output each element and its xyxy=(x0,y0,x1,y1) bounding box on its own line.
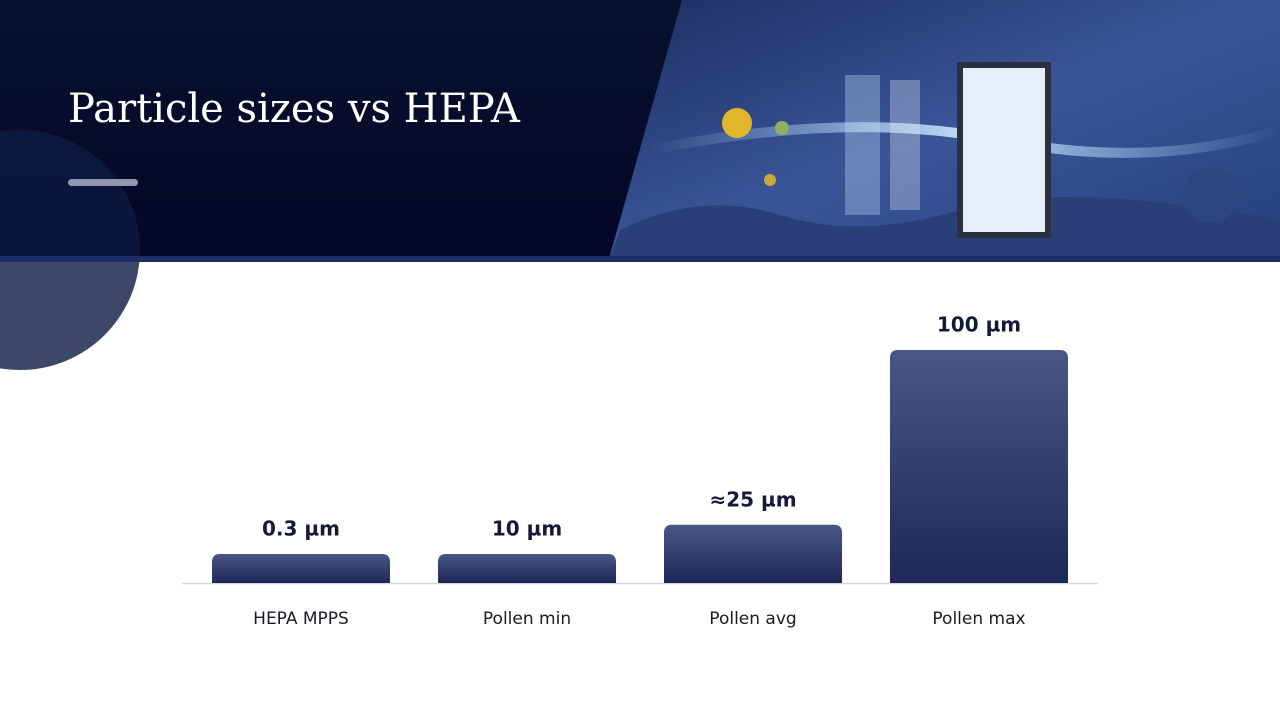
value-label: 100 µm xyxy=(937,313,1021,337)
filter-layer xyxy=(890,80,920,210)
bar xyxy=(212,554,390,583)
bar xyxy=(664,524,842,583)
hepa-filter xyxy=(957,62,1051,238)
header: Particle sizes vs HEPA xyxy=(0,0,1280,370)
value-label: 10 µm xyxy=(492,517,562,541)
title-underline xyxy=(68,179,138,186)
pollen xyxy=(722,108,752,138)
value-label: 0.3 µm xyxy=(262,517,340,541)
hills xyxy=(608,197,1280,262)
bar xyxy=(890,350,1068,583)
pollen xyxy=(764,174,776,186)
x-tick-label: Pollen min xyxy=(483,609,571,629)
pollen xyxy=(775,121,789,135)
decor-circle xyxy=(0,130,140,370)
x-tick-label: Pollen avg xyxy=(709,609,796,629)
bar xyxy=(438,554,616,583)
x-tick-label: HEPA MPPS xyxy=(253,609,349,629)
chair xyxy=(1182,167,1238,223)
filter-layer xyxy=(845,75,880,215)
x-tick-label: Pollen max xyxy=(932,609,1025,629)
slide-title: Particle sizes vs HEPA xyxy=(68,86,521,132)
value-label: ≈25 µm xyxy=(709,487,796,511)
chart: 0.3 µm HEPA MPPS 10 µm Pollen min ≈25 µm Poll… xyxy=(182,313,1098,629)
header-border xyxy=(0,256,1280,262)
